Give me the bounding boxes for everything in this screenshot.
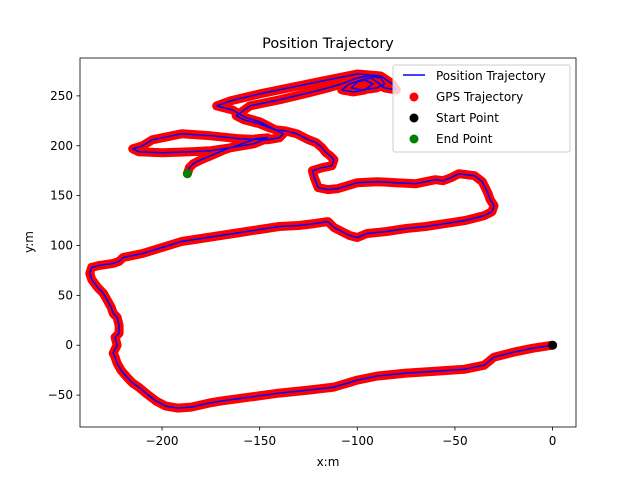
x-tick-label: −50: [442, 434, 467, 448]
plot-area: [85, 69, 558, 413]
x-axis-label: x:m: [317, 455, 340, 469]
y-tick-label: 0: [65, 338, 73, 352]
legend-label-position: Position Trajectory: [436, 69, 546, 83]
y-tick-label: 50: [58, 288, 73, 302]
legend-box: [392, 64, 571, 153]
y-tick-label: 250: [50, 89, 73, 103]
start-point-marker: [548, 340, 558, 350]
y-tick-label: 100: [50, 238, 73, 252]
legend-label-start: Start Point: [436, 111, 499, 125]
x-tick-label: −100: [341, 434, 374, 448]
y-axis-label: y:m: [22, 231, 36, 253]
axes-frame: [79, 57, 577, 428]
x-tick-label: −150: [243, 434, 276, 448]
x-tick-label: −200: [146, 434, 179, 448]
legend-dot-gps: [409, 92, 419, 102]
position-trajectory-series: [89, 73, 553, 409]
end-point-marker: [182, 169, 192, 179]
y-tick-label: 200: [50, 139, 73, 153]
x-tick-label: 0: [549, 434, 557, 448]
y-axis-ticks: −50 0 50 100 150 200 250: [48, 89, 80, 402]
chart-title: Position Trajectory: [262, 36, 394, 52]
legend-dot-start: [409, 113, 419, 123]
x-axis-ticks: −200 −150 −100 −50 0: [146, 427, 557, 448]
legend-label-gps: GPS Trajectory: [436, 90, 523, 104]
legend-dot-end: [409, 134, 419, 144]
y-tick-label: 150: [50, 189, 73, 203]
y-tick-label: −50: [48, 388, 73, 402]
legend-label-end: End Point: [436, 132, 493, 146]
legend: Position Trajectory GPS Trajectory Start…: [392, 64, 571, 153]
